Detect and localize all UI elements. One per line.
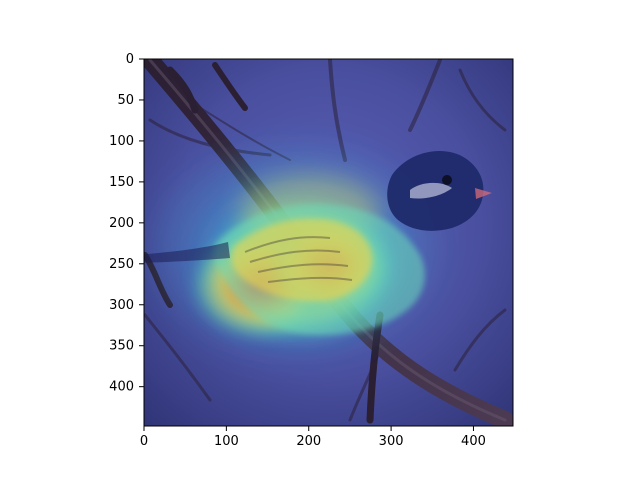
axis-ticks: 0 100 200 300 400 0 50 100 150 200 250 300 350 400 — [109, 52, 486, 449]
y-axis-tick-label: 250 — [109, 257, 134, 272]
x-axis-tick-label: 200 — [296, 434, 321, 449]
y-axis-tick-label: 400 — [109, 380, 134, 395]
y-axis-tick-label: 350 — [109, 339, 134, 354]
x-axis-tick-label: 100 — [214, 434, 239, 449]
x-axis-tick-label: 0 — [140, 434, 148, 449]
y-axis-tick-label: 50 — [117, 93, 134, 108]
y-axis-tick-label: 200 — [109, 216, 134, 231]
bird — [144, 151, 492, 335]
image-border — [143, 58, 514, 427]
y-axis-tick-label: 0 — [126, 52, 134, 67]
y-axis-tick-label: 100 — [109, 134, 134, 149]
y-axis-tick-label: 150 — [109, 175, 134, 190]
y-axis-tick-label: 300 — [109, 298, 134, 313]
photo-heatmap-image — [144, 59, 513, 426]
bird-wing-streaks — [244, 236, 353, 283]
bird-head — [387, 151, 492, 231]
x-axis-tick-label: 400 — [461, 434, 486, 449]
x-axis-tick-label: 300 — [379, 434, 404, 449]
